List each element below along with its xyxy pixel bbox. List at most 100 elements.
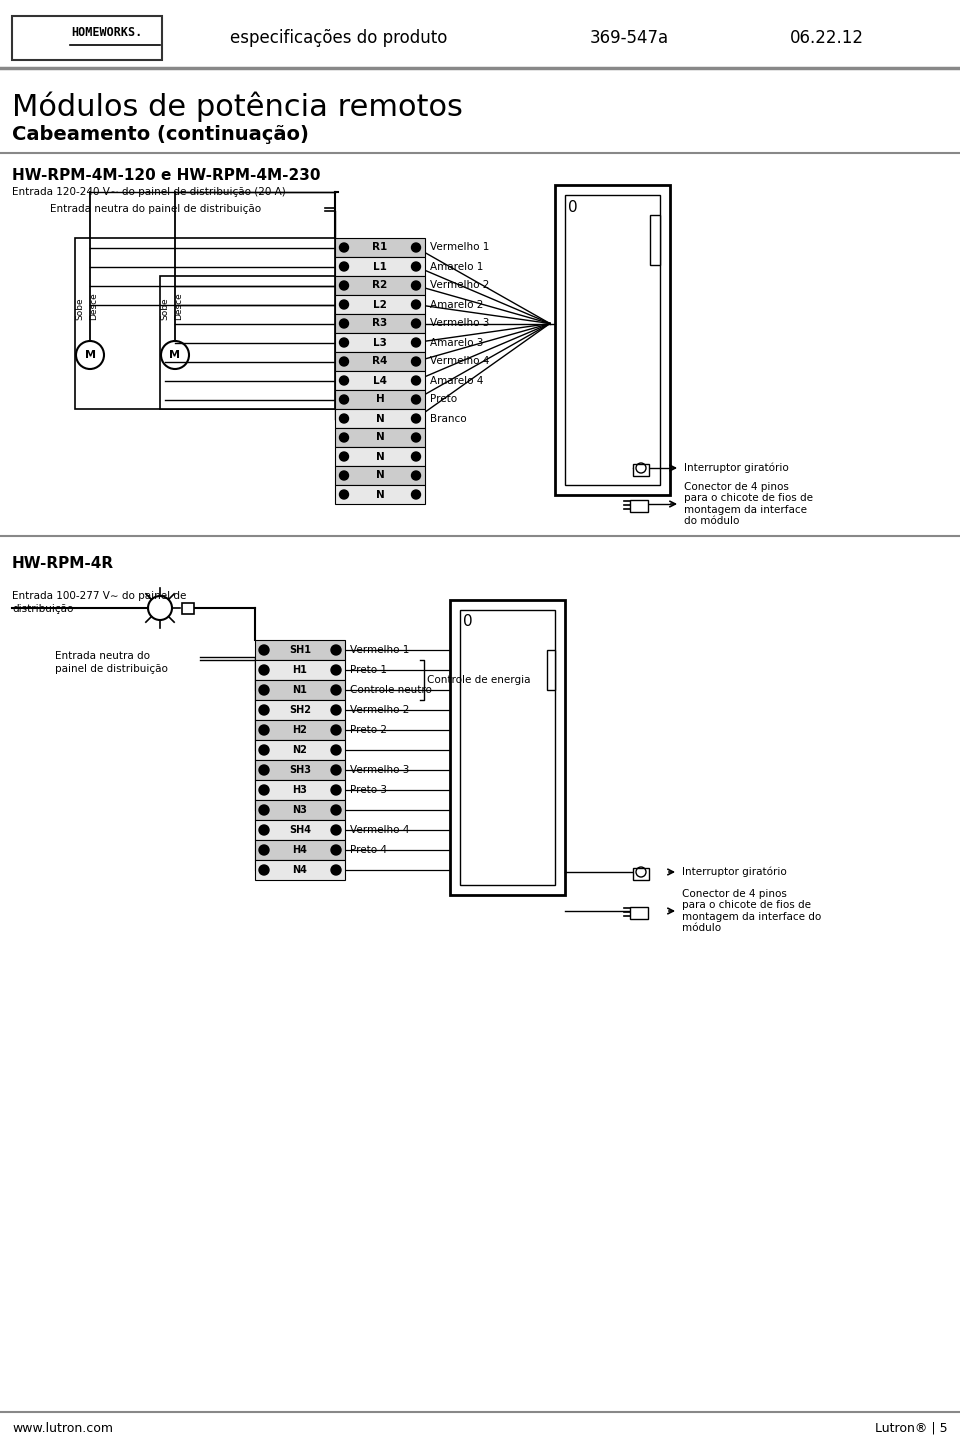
Text: H4: H4 bbox=[293, 845, 307, 855]
Text: Vermelho 3: Vermelho 3 bbox=[350, 766, 409, 774]
Text: R2: R2 bbox=[372, 281, 388, 290]
Bar bbox=[450, 600, 565, 895]
Text: L4: L4 bbox=[373, 375, 387, 385]
Text: N: N bbox=[375, 489, 384, 499]
Circle shape bbox=[412, 281, 420, 290]
Circle shape bbox=[259, 766, 269, 774]
Bar bbox=[630, 907, 648, 919]
Circle shape bbox=[340, 472, 348, 480]
Bar bbox=[255, 820, 345, 841]
Text: 06.22.12: 06.22.12 bbox=[790, 29, 864, 48]
Circle shape bbox=[340, 262, 348, 271]
Bar bbox=[650, 215, 660, 265]
Circle shape bbox=[412, 490, 420, 499]
Text: L1: L1 bbox=[373, 261, 387, 271]
Circle shape bbox=[331, 645, 341, 655]
Text: Controle neutro: Controle neutro bbox=[350, 685, 432, 695]
Circle shape bbox=[259, 865, 269, 875]
Text: N2: N2 bbox=[293, 746, 307, 756]
Bar bbox=[75, 238, 335, 410]
Circle shape bbox=[412, 414, 420, 423]
Circle shape bbox=[259, 665, 269, 675]
Text: N4: N4 bbox=[293, 865, 307, 875]
Text: Preto 1: Preto 1 bbox=[350, 665, 387, 675]
Circle shape bbox=[259, 725, 269, 735]
Text: N: N bbox=[375, 470, 384, 480]
Bar bbox=[335, 238, 425, 257]
Bar bbox=[633, 464, 649, 476]
Text: L3: L3 bbox=[373, 337, 387, 348]
Circle shape bbox=[412, 300, 420, 309]
Bar bbox=[335, 352, 425, 371]
Text: Entrada 100-277 V∼ do painel de: Entrada 100-277 V∼ do painel de bbox=[12, 591, 186, 601]
Circle shape bbox=[340, 490, 348, 499]
Text: N1: N1 bbox=[293, 685, 307, 695]
Bar bbox=[335, 389, 425, 410]
Text: SH1: SH1 bbox=[289, 645, 311, 655]
Text: Entrada neutra do painel de distribuição: Entrada neutra do painel de distribuição bbox=[50, 203, 261, 213]
Circle shape bbox=[412, 376, 420, 385]
Text: Preto 2: Preto 2 bbox=[350, 725, 387, 735]
Circle shape bbox=[412, 244, 420, 252]
Bar bbox=[335, 466, 425, 485]
Text: R3: R3 bbox=[372, 319, 388, 329]
Circle shape bbox=[259, 784, 269, 795]
Text: Desce: Desce bbox=[175, 293, 183, 320]
Circle shape bbox=[331, 665, 341, 675]
Bar bbox=[255, 681, 345, 699]
Circle shape bbox=[331, 685, 341, 695]
Text: Amarelo 4: Amarelo 4 bbox=[430, 375, 484, 385]
Text: 0: 0 bbox=[463, 614, 473, 630]
Circle shape bbox=[412, 262, 420, 271]
Text: Preto: Preto bbox=[430, 395, 457, 405]
Text: Conector de 4 pinos
para o chicote de fios de
montagem da interface
do módulo: Conector de 4 pinos para o chicote de fi… bbox=[684, 482, 813, 526]
Text: HW-RPM-4M-120 e HW-RPM-4M-230: HW-RPM-4M-120 e HW-RPM-4M-230 bbox=[12, 169, 321, 183]
Circle shape bbox=[340, 244, 348, 252]
Circle shape bbox=[412, 451, 420, 461]
Text: Vermelho 4: Vermelho 4 bbox=[350, 825, 409, 835]
Bar bbox=[182, 603, 194, 614]
Bar bbox=[255, 780, 345, 800]
Text: HOMEWORKS.: HOMEWORKS. bbox=[71, 26, 143, 39]
Text: 0: 0 bbox=[568, 199, 578, 215]
Text: N3: N3 bbox=[293, 805, 307, 815]
Bar bbox=[335, 410, 425, 428]
Text: Entrada neutra do: Entrada neutra do bbox=[55, 650, 150, 660]
Circle shape bbox=[259, 685, 269, 695]
Text: M: M bbox=[170, 350, 180, 360]
Ellipse shape bbox=[22, 22, 62, 55]
Text: Entrada 120-240 V∼ do painel de distribuição (20 A): Entrada 120-240 V∼ do painel de distribu… bbox=[12, 187, 286, 198]
Text: Conector de 4 pinos
para o chicote de fios de
montagem da interface do
módulo: Conector de 4 pinos para o chicote de fi… bbox=[682, 888, 821, 933]
Bar bbox=[255, 859, 345, 880]
Circle shape bbox=[331, 845, 341, 855]
Bar bbox=[630, 500, 648, 512]
Circle shape bbox=[331, 705, 341, 715]
Text: Preto 3: Preto 3 bbox=[350, 784, 387, 795]
Text: Interruptor giratório: Interruptor giratório bbox=[682, 867, 787, 877]
Bar bbox=[555, 185, 670, 495]
Bar bbox=[335, 428, 425, 447]
Bar bbox=[255, 800, 345, 820]
Circle shape bbox=[331, 825, 341, 835]
Bar bbox=[12, 16, 162, 61]
Circle shape bbox=[412, 395, 420, 404]
Circle shape bbox=[331, 766, 341, 774]
Bar bbox=[255, 841, 345, 859]
Circle shape bbox=[412, 472, 420, 480]
Bar bbox=[335, 485, 425, 505]
Text: SH2: SH2 bbox=[289, 705, 311, 715]
Bar bbox=[565, 195, 660, 485]
Text: painel de distribuição: painel de distribuição bbox=[55, 663, 168, 673]
Circle shape bbox=[340, 433, 348, 443]
Text: especificações do produto: especificações do produto bbox=[230, 29, 447, 48]
Circle shape bbox=[259, 825, 269, 835]
Circle shape bbox=[340, 358, 348, 366]
Circle shape bbox=[259, 845, 269, 855]
Circle shape bbox=[412, 319, 420, 327]
Circle shape bbox=[340, 395, 348, 404]
Text: Interruptor giratório: Interruptor giratório bbox=[684, 463, 789, 473]
Text: Vermelho 2: Vermelho 2 bbox=[430, 281, 490, 290]
Text: Controle de energia: Controle de energia bbox=[427, 675, 531, 685]
Circle shape bbox=[340, 300, 348, 309]
Text: N: N bbox=[375, 433, 384, 443]
